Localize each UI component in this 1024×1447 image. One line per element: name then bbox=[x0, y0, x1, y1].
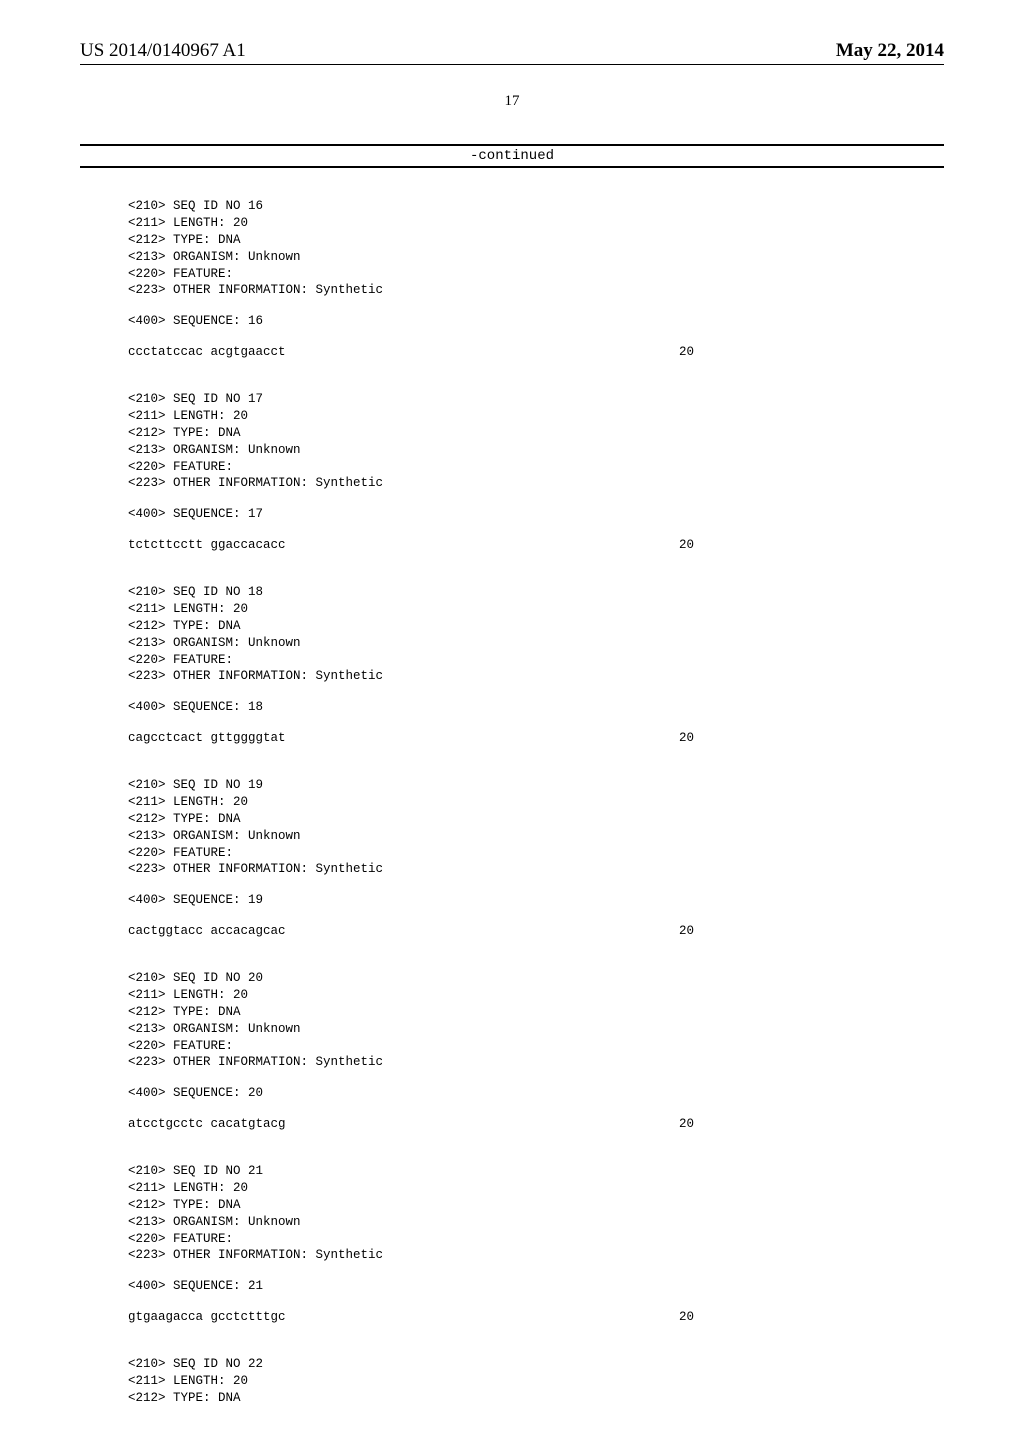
sequence-length: 20 bbox=[679, 537, 694, 554]
sequence-text: atcctgcctc cacatgtacg bbox=[128, 1116, 286, 1133]
seq-meta-line: <223> OTHER INFORMATION: Synthetic bbox=[128, 475, 944, 492]
page-number: 17 bbox=[80, 93, 944, 110]
seq-meta-line: <211> LENGTH: 20 bbox=[128, 1373, 944, 1390]
seq-meta-line: <210> SEQ ID NO 19 bbox=[128, 777, 944, 794]
sequence-length: 20 bbox=[679, 923, 694, 940]
seq-meta-line: <213> ORGANISM: Unknown bbox=[128, 249, 944, 266]
seq-meta-line: <210> SEQ ID NO 17 bbox=[128, 391, 944, 408]
sequence-text: gtgaagacca gcctctttgc bbox=[128, 1309, 286, 1326]
sequence-length: 20 bbox=[679, 1116, 694, 1133]
seq-meta-line: <220> FEATURE: bbox=[128, 652, 944, 669]
seq-header: <400> SEQUENCE: 21 bbox=[128, 1278, 944, 1295]
seq-meta-line: <220> FEATURE: bbox=[128, 1231, 944, 1248]
sequence-text: cactggtacc accacagcac bbox=[128, 923, 286, 940]
sequence-text: cagcctcact gttggggtat bbox=[128, 730, 286, 747]
seq-meta-line: <210> SEQ ID NO 21 bbox=[128, 1163, 944, 1180]
sequence-length: 20 bbox=[679, 730, 694, 747]
sequence-row: gtgaagacca gcctctttgc 20 bbox=[128, 1309, 694, 1326]
seq-meta-line: <211> LENGTH: 20 bbox=[128, 1180, 944, 1197]
seq-meta-line: <223> OTHER INFORMATION: Synthetic bbox=[128, 282, 944, 299]
sequence-text: ccctatccac acgtgaacct bbox=[128, 344, 286, 361]
seq-meta-line: <220> FEATURE: bbox=[128, 266, 944, 283]
seq-meta-line: <212> TYPE: DNA bbox=[128, 1390, 944, 1407]
publication-number: US 2014/0140967 A1 bbox=[80, 40, 246, 62]
sequence-length: 20 bbox=[679, 1309, 694, 1326]
seq-meta-line: <210> SEQ ID NO 20 bbox=[128, 970, 944, 987]
seq-meta-line: <220> FEATURE: bbox=[128, 459, 944, 476]
seq-meta-line: <213> ORGANISM: Unknown bbox=[128, 1021, 944, 1038]
seq-meta-line: <210> SEQ ID NO 22 bbox=[128, 1356, 944, 1373]
seq-header: <400> SEQUENCE: 19 bbox=[128, 892, 944, 909]
seq-header: <400> SEQUENCE: 16 bbox=[128, 313, 944, 330]
seq-header: <400> SEQUENCE: 18 bbox=[128, 699, 944, 716]
page-header: US 2014/0140967 A1 May 22, 2014 bbox=[80, 40, 944, 65]
seq-meta-line: <210> SEQ ID NO 18 bbox=[128, 584, 944, 601]
sequence-text: tctcttcctt ggaccacacc bbox=[128, 537, 286, 554]
seq-meta-line: <223> OTHER INFORMATION: Synthetic bbox=[128, 1247, 944, 1264]
seq-meta-line: <212> TYPE: DNA bbox=[128, 618, 944, 635]
seq-meta-line: <211> LENGTH: 20 bbox=[128, 794, 944, 811]
seq-meta-line: <211> LENGTH: 20 bbox=[128, 408, 944, 425]
sequence-length: 20 bbox=[679, 344, 694, 361]
sequence-row: tctcttcctt ggaccacacc 20 bbox=[128, 537, 694, 554]
seq-meta-line: <223> OTHER INFORMATION: Synthetic bbox=[128, 861, 944, 878]
seq-meta-line: <211> LENGTH: 20 bbox=[128, 215, 944, 232]
continued-divider: -continued bbox=[80, 144, 944, 168]
seq-meta-line: <220> FEATURE: bbox=[128, 1038, 944, 1055]
seq-meta-line: <212> TYPE: DNA bbox=[128, 425, 944, 442]
sequence-row: cagcctcact gttggggtat 20 bbox=[128, 730, 694, 747]
seq-meta-line: <213> ORGANISM: Unknown bbox=[128, 635, 944, 652]
seq-meta-line: <223> OTHER INFORMATION: Synthetic bbox=[128, 668, 944, 685]
seq-header: <400> SEQUENCE: 20 bbox=[128, 1085, 944, 1102]
seq-meta-line: <212> TYPE: DNA bbox=[128, 811, 944, 828]
seq-meta-line: <211> LENGTH: 20 bbox=[128, 601, 944, 618]
sequence-row: atcctgcctc cacatgtacg 20 bbox=[128, 1116, 694, 1133]
seq-meta-line: <212> TYPE: DNA bbox=[128, 1004, 944, 1021]
sequence-row: cactggtacc accacagcac 20 bbox=[128, 923, 694, 940]
publication-date: May 22, 2014 bbox=[836, 40, 944, 62]
seq-meta-line: <212> TYPE: DNA bbox=[128, 1197, 944, 1214]
continued-label: -continued bbox=[80, 146, 944, 166]
seq-meta-line: <213> ORGANISM: Unknown bbox=[128, 442, 944, 459]
seq-meta-line: <213> ORGANISM: Unknown bbox=[128, 1214, 944, 1231]
seq-meta-line: <211> LENGTH: 20 bbox=[128, 987, 944, 1004]
seq-meta-line: <210> SEQ ID NO 16 bbox=[128, 198, 944, 215]
seq-meta-line: <212> TYPE: DNA bbox=[128, 232, 944, 249]
sequence-row: ccctatccac acgtgaacct 20 bbox=[128, 344, 694, 361]
seq-meta-line: <213> ORGANISM: Unknown bbox=[128, 828, 944, 845]
seq-meta-line: <223> OTHER INFORMATION: Synthetic bbox=[128, 1054, 944, 1071]
sequence-listing: <210> SEQ ID NO 16<211> LENGTH: 20<212> … bbox=[80, 198, 944, 1407]
seq-meta-line: <220> FEATURE: bbox=[128, 845, 944, 862]
seq-header: <400> SEQUENCE: 17 bbox=[128, 506, 944, 523]
